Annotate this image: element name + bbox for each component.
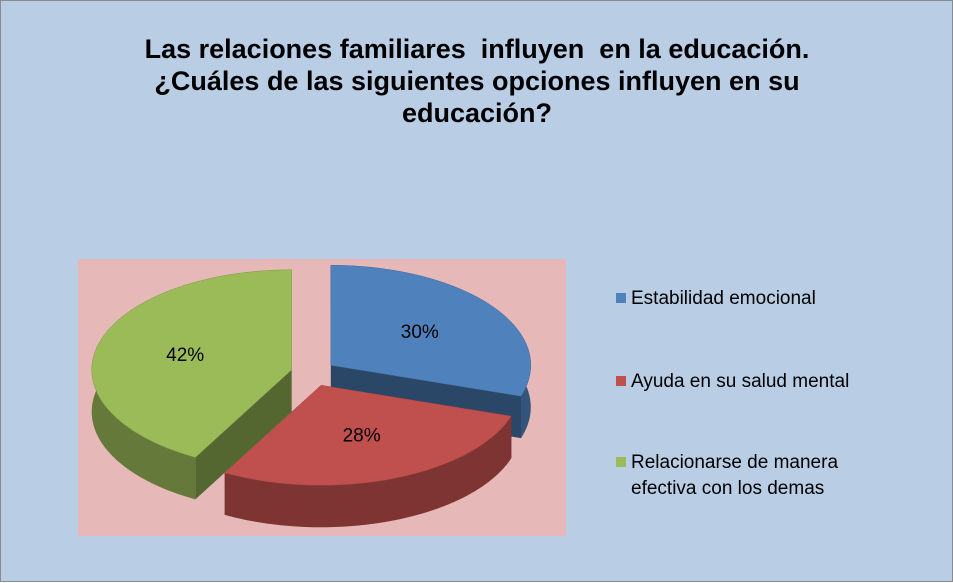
chart-title: Las relaciones familiares influyen en la…: [144, 34, 817, 128]
data-label: 28%: [343, 425, 381, 446]
legend-label: Ayuda en su salud mental: [631, 371, 850, 392]
legend-label: Estabilidad emocional: [631, 288, 816, 309]
legend-item: Relacionarse de manera efectiva con los …: [616, 450, 946, 502]
slice: [91, 269, 292, 458]
legend-swatch: [616, 293, 626, 303]
legend-swatch: [616, 457, 626, 467]
data-label: 30%: [401, 322, 439, 343]
legend-item: Estabilidad emocional: [616, 286, 946, 312]
legend-swatch: [616, 376, 626, 386]
pie-tops: 30% 28% 42%: [91, 264, 532, 486]
slice: [330, 264, 532, 397]
slice-wall: [224, 416, 512, 528]
legend-item: Ayuda en su salud mental: [616, 369, 946, 395]
slice: [224, 385, 512, 486]
legend-label: Relacionarse de manera efectiva con los …: [631, 452, 839, 499]
slice-side: [195, 369, 292, 500]
data-label: 42%: [166, 345, 204, 366]
